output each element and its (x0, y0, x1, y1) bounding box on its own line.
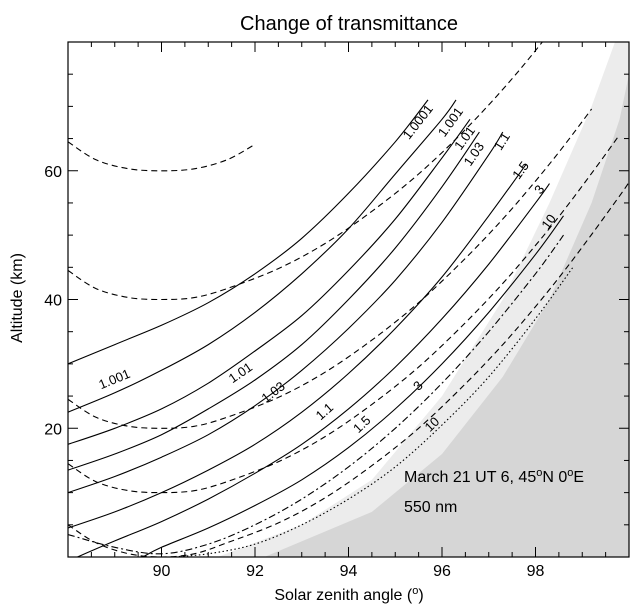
y-tick-label: 60 (44, 164, 62, 181)
x-tick-label: 92 (246, 563, 264, 580)
x-tick-label: 96 (433, 563, 451, 580)
contour-line-1.001 (68, 99, 457, 413)
series-line-3-dashed (68, 134, 621, 494)
x-axis-title: Solar zenith angle (o) (274, 585, 423, 604)
contour-line-1.5 (68, 163, 527, 529)
plot-area: 1.00011.0011.0011.011.011.031.031.11.11.… (68, 42, 629, 557)
chart-title: Change of transmittance (240, 13, 458, 35)
contour-label-1.001-0: 1.001 (96, 366, 132, 392)
annotation-date-location: March 21 UT 6, 45oN 0oE (404, 467, 584, 486)
contour-label-10-1: 10 (538, 211, 559, 232)
x-tick-label: 90 (153, 563, 171, 580)
series-line-2-dashed (68, 108, 593, 429)
contour-label-1.1-1: 1.1 (491, 130, 513, 153)
y-axis-title: Altitude (km) (9, 253, 26, 343)
contour-label-3-1: 3 (531, 182, 547, 197)
dark-shaded-region (264, 42, 629, 557)
contour-label-1.5-1: 1.5 (509, 158, 532, 181)
series-line-1-dashed (68, 42, 544, 301)
series-line-14-dotted (170, 266, 574, 557)
x-tick-label: 94 (340, 563, 358, 580)
contour-label-1.0001-0: 1.0001 (400, 102, 436, 143)
contour-line-1.1 (68, 131, 504, 494)
y-tick-label: 40 (44, 293, 62, 310)
contour-line-1.03 (68, 131, 480, 471)
y-tick-labels: 20 40 60 (44, 164, 62, 439)
contour-label-1.03-0: 1.03 (258, 378, 287, 405)
contour-label-1.5-0: 1.5 (350, 413, 373, 436)
contour-label-1.1-0: 1.1 (313, 400, 336, 423)
y-tick-label: 20 (44, 421, 62, 438)
x-tick-label: 98 (527, 563, 545, 580)
contour-label-1.01-0: 1.01 (226, 359, 255, 386)
contour-line-1.01 (68, 118, 471, 445)
annotation-wavelength: 550 nm (404, 499, 457, 516)
x-tick-labels: 90 92 94 96 98 (153, 563, 545, 580)
contour-line-1.0001 (68, 99, 429, 365)
contour-label-3-0: 3 (410, 378, 426, 394)
series-line-13-dashdot (68, 234, 564, 555)
series-line-0-dashed (68, 141, 256, 172)
contour-line-3 (77, 183, 550, 557)
axis-ticks (67, 41, 630, 558)
contour-line-10 (142, 215, 564, 557)
